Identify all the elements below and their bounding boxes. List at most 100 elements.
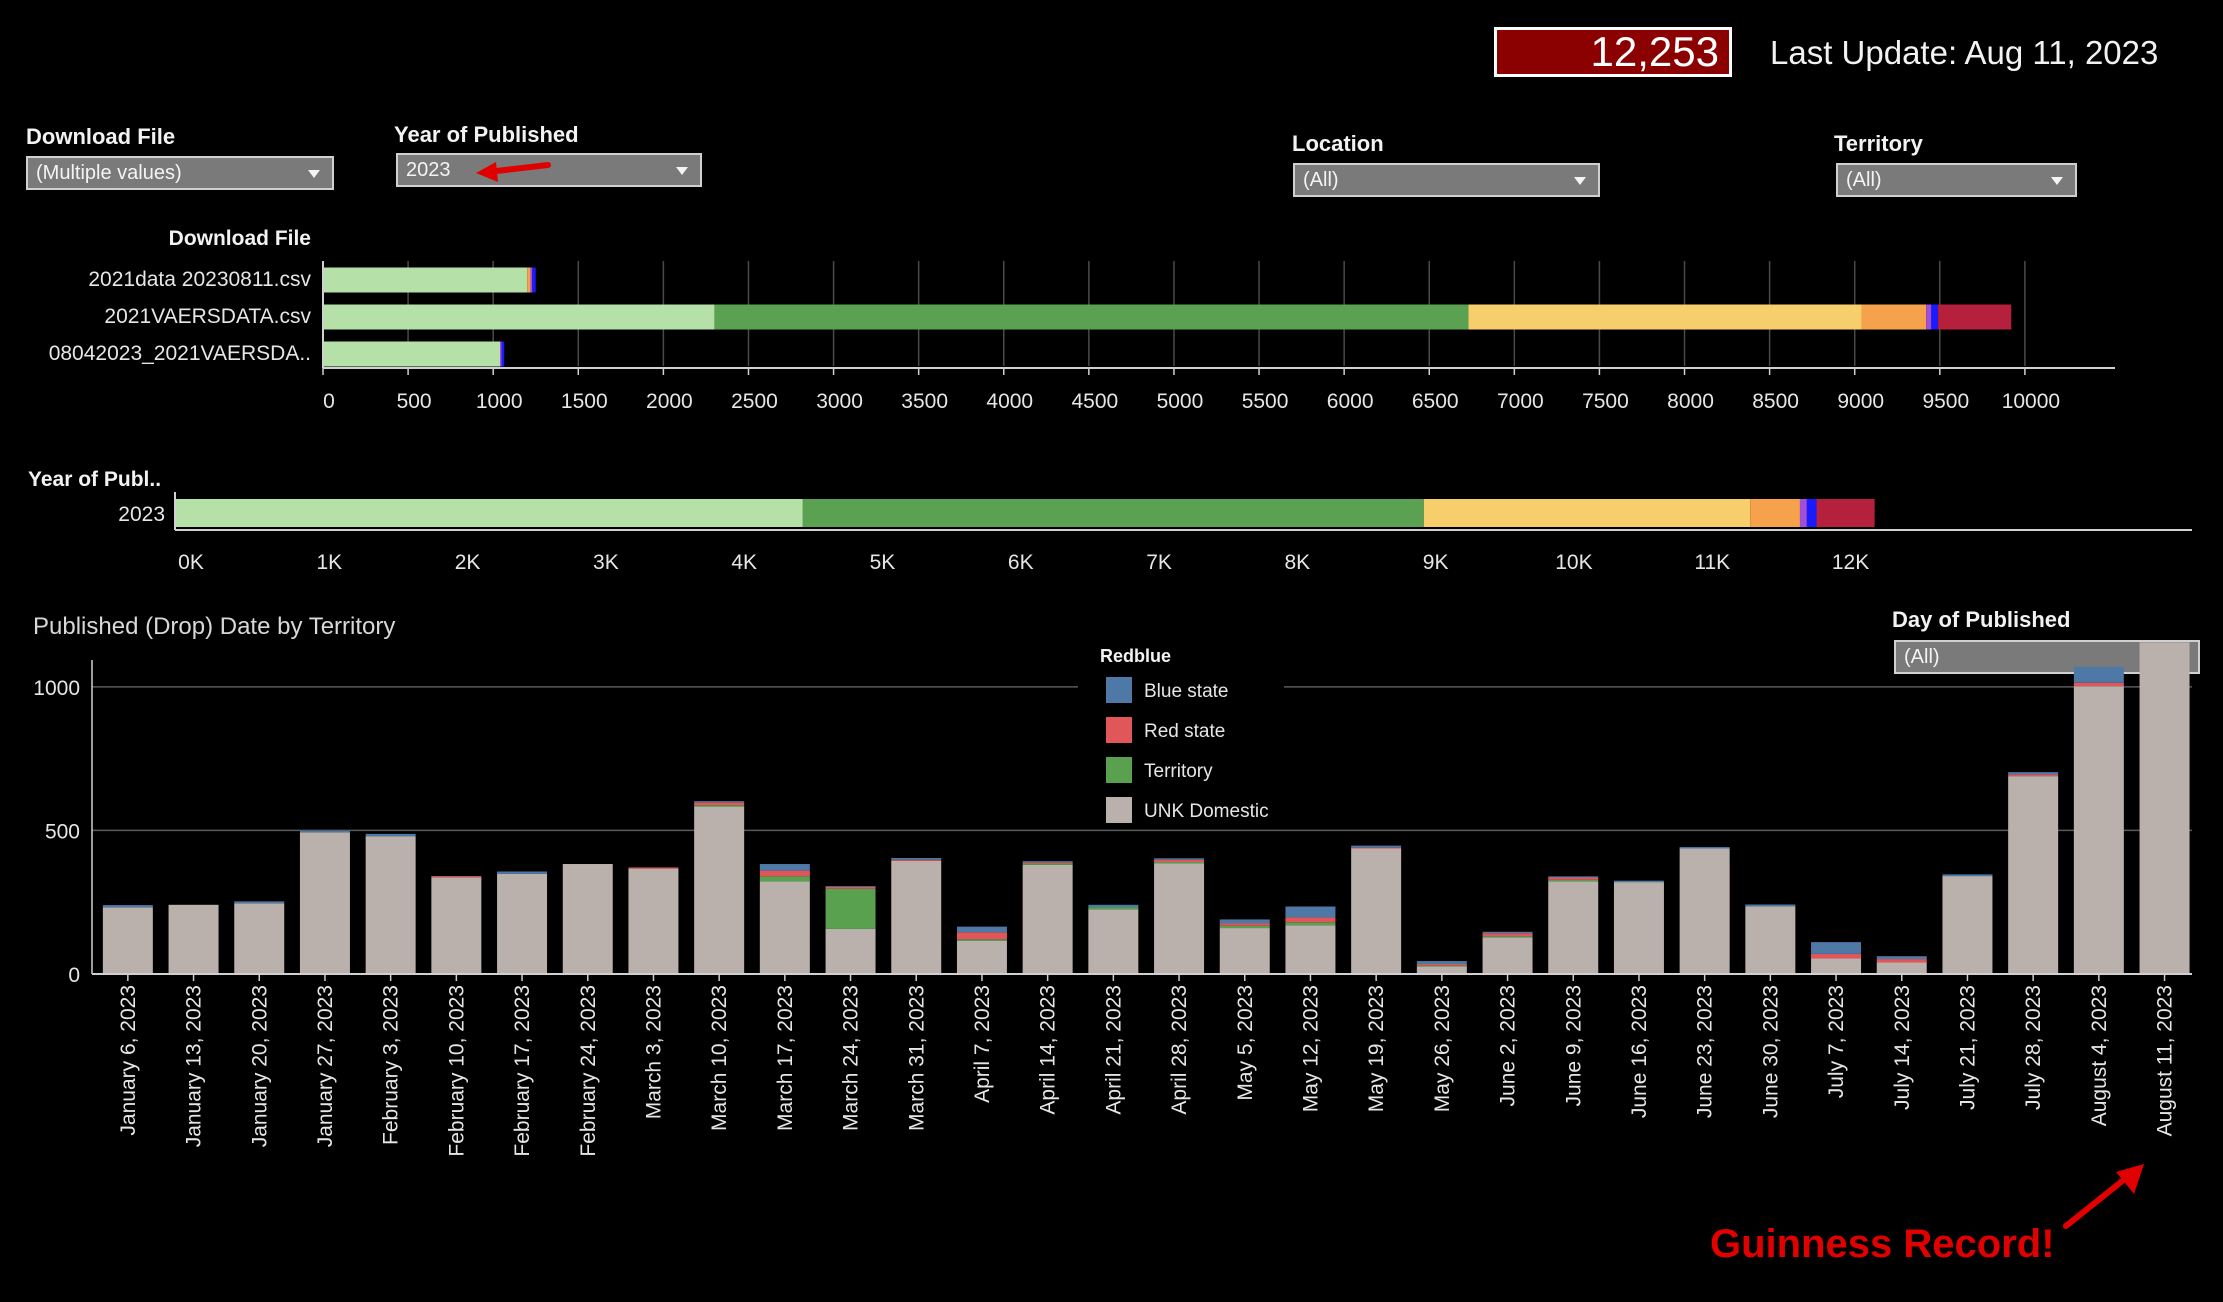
x-tick-label: February 3, 2023 [380,985,403,1145]
bar-segment [1811,942,1862,954]
territory-dropdown-value: (All) [1846,169,1882,191]
bar-segment [365,833,416,837]
bar-segment [1942,876,1993,974]
bar-segment [1679,847,1730,849]
x-tick-label: January 13, 2023 [183,985,206,1147]
bar-segment [628,867,679,869]
chevron-down-icon [1574,177,1586,185]
bar-segment [1219,925,1270,929]
x-tick-label: 10K [1555,551,1592,574]
x-tick-label: 2500 [731,390,778,413]
download-file-dropdown[interactable]: (Multiple values) [26,156,334,190]
bar-segment [2073,666,2124,683]
x-tick-label: June 2, 2023 [1497,985,1520,1106]
bar-segment [1482,936,1533,938]
bar-segment [1154,862,1205,864]
bar-segment [891,860,942,974]
year-dropdown[interactable]: 2023 [396,153,702,187]
bar-segment [1416,965,1467,967]
x-tick-label: June 30, 2023 [1759,985,1782,1118]
x-tick-label: 9500 [1922,390,1969,413]
x-tick-label: 2000 [646,390,693,413]
bar-segment [497,871,548,874]
x-tick-label: 4000 [986,390,1033,413]
x-tick-label: April 28, 2023 [1168,985,1191,1115]
bar-segment [431,877,482,974]
x-tick-label: 7500 [1582,390,1629,413]
bar-segment [323,304,715,330]
x-tick-label: June 16, 2023 [1628,985,1651,1118]
bar-segment [1088,904,1139,908]
bar-segment [1806,499,1817,527]
last-update-text: Last Update: Aug 11, 2023 [1770,34,2159,71]
bar-segment [1351,847,1402,849]
bar-segment [530,267,533,293]
x-tick-label: 6K [1008,551,1034,574]
bar-segment [1351,848,1402,974]
x-tick-label: March 31, 2023 [905,985,928,1131]
bar-segment [1548,879,1599,882]
x-tick-label: February 17, 2023 [511,985,534,1157]
bar-segment [825,928,876,974]
bar-segment [562,864,613,974]
bar-segment [299,830,350,833]
bar-segment [1482,937,1533,974]
x-tick-label: 11K [1694,551,1730,574]
bar-segment [1942,874,1993,877]
bar-segment [1876,956,1927,960]
bar-segment [891,859,942,861]
location-dropdown-value: (All) [1303,169,1339,191]
territory-dropdown[interactable]: (All) [1836,163,2077,197]
x-tick-label: 4500 [1071,390,1118,413]
bar-segment [1416,963,1467,966]
bar-segment [694,805,745,807]
x-tick-label: July 28, 2023 [2022,985,2045,1110]
x-tick-label: 5500 [1242,390,1289,413]
bar-segment [759,881,810,974]
bar-segment [299,832,350,974]
bar-segment [1088,907,1139,910]
x-tick-label: February 24, 2023 [577,985,600,1157]
bar-segment [825,886,876,889]
legend-swatch [1106,717,1132,743]
legend-swatch [1106,797,1132,823]
bar-segment [234,901,285,904]
x-tick-label: May 12, 2023 [1299,985,1322,1112]
bar-segment [1285,906,1336,918]
bar-segment [694,806,745,974]
bar-segment [1548,881,1599,974]
x-tick-label: 500 [397,390,432,413]
x-tick-label: 3K [593,551,619,574]
total-count: 12,253 [1590,28,1719,75]
x-tick-label: March 17, 2023 [774,985,797,1131]
bar-segment [759,876,810,882]
bar-segment [1750,499,1800,527]
x-tick-label: 4K [731,551,757,574]
bar-segment [714,304,1469,330]
x-tick-label: April 7, 2023 [971,985,994,1103]
day-filter-label: Day of Published [1892,607,2071,632]
legend-swatch [1106,677,1132,703]
chart-title: Published (Drop) Date by Territory [33,613,395,640]
x-tick-label: July 7, 2023 [1825,985,1848,1098]
bar-segment [1931,304,1939,330]
bar-segment [1613,880,1664,883]
chevron-down-icon [676,167,688,175]
bar-segment [1022,863,1073,865]
bar-segment [1816,499,1875,527]
bar-segment [1613,882,1664,974]
chevron-down-icon [2051,177,2063,185]
bar-segment [825,888,876,929]
download-file-bar-chart: Download File 2021data 20230811.csv 2021VA… [49,227,2115,413]
bar-segment [175,499,803,527]
y-tick-label: 500 [45,820,80,843]
x-tick-label: January 6, 2023 [117,985,140,1136]
x-tick-label: 7K [1146,551,1172,574]
bar-segment [1482,933,1533,937]
bar-segment [102,905,153,908]
legend-label: Red state [1144,721,1225,742]
bar-segment [1285,917,1336,923]
location-dropdown[interactable]: (All) [1293,163,1600,197]
bar-segment [1811,953,1862,959]
bar-segment [1154,863,1205,974]
